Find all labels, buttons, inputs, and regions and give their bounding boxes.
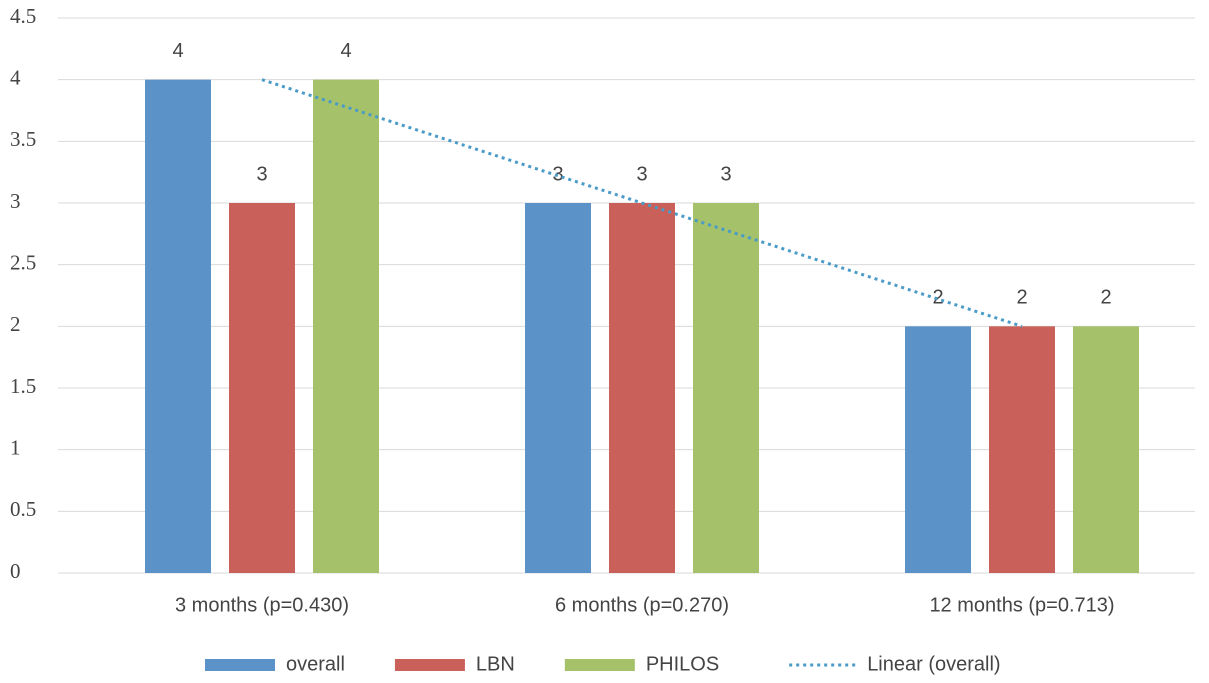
legend-label: Linear (overall) bbox=[867, 653, 1000, 675]
y-tick-label: 2.5 bbox=[10, 250, 36, 274]
y-tick-label: 1.5 bbox=[10, 374, 36, 398]
data-label: 2 bbox=[1100, 287, 1111, 309]
data-label: 4 bbox=[172, 40, 183, 62]
data-label: 2 bbox=[932, 287, 943, 309]
bar bbox=[693, 203, 759, 573]
y-tick-label: 1 bbox=[10, 435, 21, 459]
y-tick-label: 4 bbox=[10, 65, 21, 89]
y-tick-label: 2 bbox=[10, 312, 21, 336]
y-tick-label: 0.5 bbox=[10, 497, 36, 521]
bar bbox=[145, 79, 211, 574]
bar bbox=[229, 203, 295, 573]
data-label: 3 bbox=[720, 163, 731, 185]
data-label: 3 bbox=[636, 163, 647, 185]
trendline bbox=[261, 78, 1023, 328]
bar bbox=[1073, 326, 1139, 573]
x-tick-label: 3 months (p=0.430) bbox=[175, 594, 349, 616]
bar bbox=[313, 79, 379, 574]
bar bbox=[525, 203, 591, 573]
data-label: 4 bbox=[340, 40, 351, 62]
legend-label: LBN bbox=[476, 653, 515, 675]
x-tick-label: 6 months (p=0.270) bbox=[555, 594, 729, 616]
y-tick-label: 3.5 bbox=[10, 127, 36, 151]
x-tick-label: 12 months (p=0.713) bbox=[929, 594, 1114, 616]
y-tick-label: 4.5 bbox=[10, 4, 36, 28]
y-tick-label: 0 bbox=[10, 559, 21, 583]
bar bbox=[609, 203, 675, 573]
bar bbox=[905, 326, 971, 573]
legend-label: overall bbox=[286, 653, 345, 675]
legend-swatch bbox=[394, 659, 465, 671]
legend-swatch bbox=[564, 659, 635, 671]
data-label: 3 bbox=[256, 163, 267, 185]
data-label: 2 bbox=[1016, 287, 1027, 309]
legend-swatch bbox=[205, 659, 275, 671]
bar bbox=[989, 326, 1055, 573]
legend-label: PHILOS bbox=[646, 653, 719, 675]
y-tick-label: 3 bbox=[10, 189, 21, 213]
